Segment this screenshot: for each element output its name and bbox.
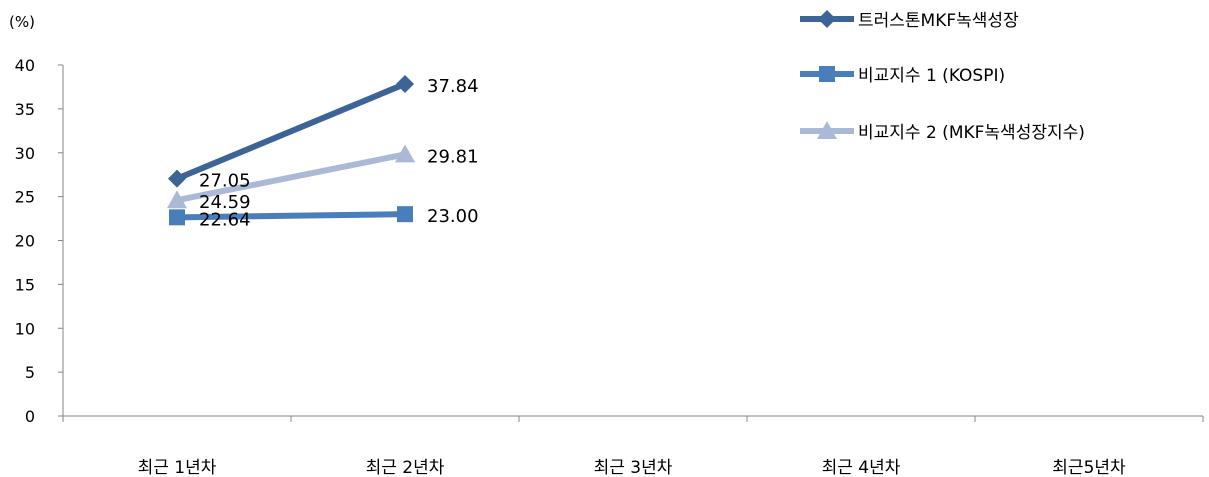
series-markers xyxy=(167,74,415,226)
legend-marker xyxy=(817,121,837,139)
y-tick-label: 30 xyxy=(15,144,35,163)
data-label: 22.64 xyxy=(199,209,251,230)
x-tick-label: 최근5년차 xyxy=(1052,458,1126,477)
y-axis xyxy=(58,64,64,417)
y-tick-label: 5 xyxy=(25,363,35,382)
legend-item-3: 비교지수 2 (MKF녹색성장지수) xyxy=(800,121,1085,143)
legend-label: 트러스톤MKF녹색성장 xyxy=(858,11,1019,31)
y-tick-label: 20 xyxy=(15,232,35,251)
y-tick-label: 35 xyxy=(15,100,35,119)
legend-label: 비교지수 2 (MKF녹색성장지수) xyxy=(858,123,1085,143)
y-axis-unit-label: (%) xyxy=(9,13,35,31)
x-axis: 최근 1년차 최근 2년차 최근 3년차 최근 4년차 최근5년차 xyxy=(62,415,1204,477)
y-tick-label: 15 xyxy=(15,275,35,294)
y-tick-label: 10 xyxy=(15,319,35,338)
series-3-marker xyxy=(167,190,187,209)
x-tick-label: 최근 1년차 xyxy=(138,458,217,477)
data-label: 23.00 xyxy=(427,206,479,227)
legend-marker xyxy=(819,66,835,82)
series-2-marker xyxy=(169,209,185,226)
y-tick-label: 25 xyxy=(15,188,35,207)
legend-item-1: 트러스톤MKF녹색성장 xyxy=(800,10,1019,31)
data-label: 37.84 xyxy=(427,76,479,97)
y-tick-label: 40 xyxy=(15,56,35,75)
x-tick-label: 최근 2년차 xyxy=(366,458,445,477)
data-labels: 27.05 37.84 22.64 23.00 24.59 29.81 xyxy=(199,76,479,230)
y-tick-label: 0 xyxy=(25,407,35,426)
data-label: 27.05 xyxy=(199,171,251,192)
legend-marker xyxy=(818,10,836,28)
y-axis-ticks: 0 5 10 15 20 25 30 35 40 xyxy=(15,56,35,426)
legend-label: 비교지수 1 (KOSPI) xyxy=(858,66,1005,86)
series-line-2 xyxy=(176,211,406,221)
series-line-3 xyxy=(176,151,406,204)
series-lines xyxy=(175,81,407,221)
data-label: 24.59 xyxy=(199,192,251,213)
series-1-marker xyxy=(396,74,414,93)
legend-item-2: 비교지수 1 (KOSPI) xyxy=(800,66,1005,86)
x-tick-label: 최근 4년차 xyxy=(822,458,901,477)
data-label: 29.81 xyxy=(427,146,479,167)
series-2-marker xyxy=(397,206,413,223)
series-line-1 xyxy=(175,81,407,182)
series-3-marker xyxy=(395,144,415,163)
x-tick-label: 최근 3년차 xyxy=(594,458,673,477)
series-1-marker xyxy=(168,169,186,188)
